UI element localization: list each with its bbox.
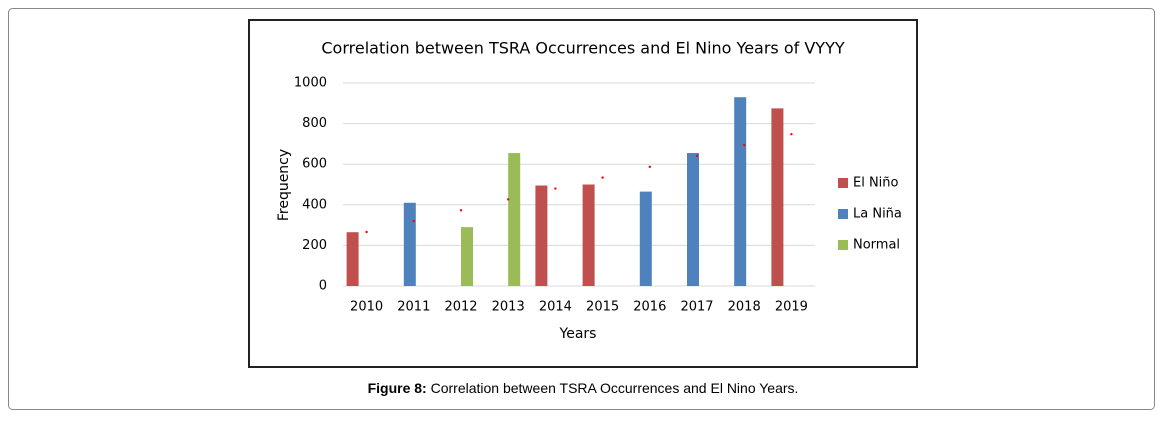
- bar: [639, 191, 652, 286]
- x-tick-label: 2017: [680, 300, 713, 315]
- y-tick-label: 600: [302, 157, 327, 172]
- trend-point: [743, 143, 746, 147]
- trend-point: [507, 198, 510, 201]
- x-tick-label: 2010: [350, 300, 383, 315]
- x-tick-label: 2015: [586, 300, 619, 315]
- caption-text: Correlation between TSRA Occurrences and…: [431, 380, 799, 396]
- legend-swatch: [838, 209, 848, 219]
- trend-point: [790, 132, 793, 136]
- chart-title: Correlation between TSRA Occurrences and…: [321, 39, 844, 58]
- x-tick-label: 2011: [397, 300, 430, 315]
- legend-label: Normal: [853, 238, 900, 253]
- x-axis-label: Years: [559, 326, 597, 342]
- y-tick-label: 400: [302, 197, 327, 212]
- y-axis-label: Frequency: [276, 149, 292, 221]
- trend-point: [459, 209, 463, 212]
- trend-point: [412, 219, 415, 223]
- trend-point: [648, 165, 651, 169]
- legend-swatch: [838, 240, 848, 250]
- trend-point: [554, 187, 557, 190]
- x-tick-label: 2019: [775, 300, 808, 315]
- bar: [734, 97, 747, 287]
- bar: [771, 108, 784, 286]
- trend-point: [601, 176, 604, 179]
- bar: [346, 232, 359, 286]
- y-tick-label: 200: [302, 238, 327, 253]
- x-tick-label: 2013: [492, 300, 525, 315]
- bar: [687, 153, 699, 286]
- y-tick-label: 0: [319, 279, 327, 294]
- x-tick-label: 2018: [728, 300, 761, 315]
- chart-frame: [248, 19, 918, 368]
- caption-label: Figure 8:: [368, 380, 427, 396]
- y-tick-label: 1000: [294, 76, 327, 91]
- bar: [535, 185, 548, 286]
- legend-label: El Niño: [853, 176, 899, 191]
- trend-point: [695, 154, 699, 158]
- bar: [508, 153, 521, 286]
- caption: Figure 8: Correlation between TSRA Occur…: [368, 380, 799, 396]
- bar: [403, 202, 416, 286]
- bar: [461, 227, 473, 286]
- figure-frame: [8, 8, 1155, 410]
- x-tick-label: 2014: [539, 300, 572, 315]
- x-tick-label: 2012: [444, 300, 477, 315]
- bar: [582, 184, 595, 286]
- y-tick-label: 800: [302, 116, 327, 131]
- x-tick-label: 2016: [633, 300, 666, 315]
- legend-label: La Niña: [853, 207, 902, 222]
- legend-swatch: [838, 178, 848, 188]
- trend-point: [365, 230, 368, 234]
